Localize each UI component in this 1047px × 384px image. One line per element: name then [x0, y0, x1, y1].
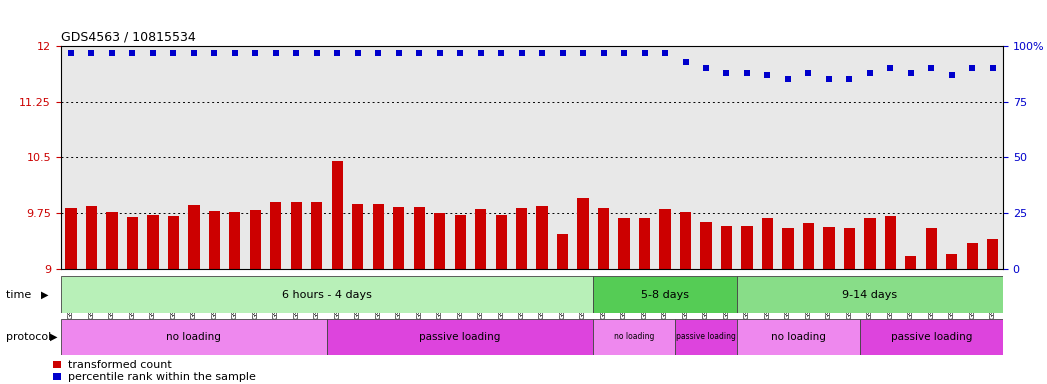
Text: GDS4563 / 10815534: GDS4563 / 10815534	[61, 30, 196, 43]
Bar	[61, 276, 594, 313]
Bar	[352, 204, 363, 269]
Bar	[270, 202, 282, 269]
Bar	[327, 319, 594, 355]
Bar	[782, 228, 794, 269]
Bar	[987, 239, 999, 269]
Bar	[127, 217, 138, 269]
Text: time: time	[6, 290, 35, 300]
Bar	[860, 319, 1003, 355]
Bar	[414, 207, 425, 269]
Bar	[86, 206, 97, 269]
Bar	[864, 218, 875, 269]
Text: protocol: protocol	[6, 332, 51, 342]
Bar	[516, 208, 528, 269]
Bar	[291, 202, 302, 269]
Bar	[594, 319, 675, 355]
Bar	[373, 204, 384, 269]
Bar	[594, 276, 737, 313]
Bar	[168, 216, 179, 269]
Bar	[208, 211, 220, 269]
Bar	[52, 361, 61, 368]
Bar	[475, 209, 486, 269]
Bar	[700, 222, 712, 269]
Bar	[536, 206, 548, 269]
Bar	[52, 373, 61, 380]
Bar	[639, 218, 650, 269]
Text: 6 hours - 4 days: 6 hours - 4 days	[282, 290, 372, 300]
Bar	[946, 254, 957, 269]
Bar	[188, 205, 200, 269]
Bar	[65, 208, 76, 269]
Text: percentile rank within the sample: percentile rank within the sample	[68, 372, 257, 382]
Text: ▶: ▶	[41, 290, 49, 300]
Text: 9-14 days: 9-14 days	[843, 290, 897, 300]
Text: passive loading: passive loading	[891, 332, 972, 342]
Bar	[435, 213, 445, 269]
Bar	[741, 227, 753, 269]
Bar	[803, 223, 815, 269]
Bar	[332, 161, 343, 269]
Bar	[148, 215, 158, 269]
Text: 5-8 days: 5-8 days	[641, 290, 689, 300]
Text: ▶: ▶	[49, 332, 58, 342]
Bar	[393, 207, 404, 269]
Text: no loading: no loading	[771, 332, 826, 342]
Bar	[454, 215, 466, 269]
Text: no loading: no loading	[615, 333, 654, 341]
Bar	[762, 218, 773, 269]
Bar	[737, 319, 860, 355]
Bar	[61, 319, 327, 355]
Bar	[619, 218, 629, 269]
Bar	[680, 212, 691, 269]
Bar	[885, 216, 896, 269]
Text: transformed count: transformed count	[68, 360, 172, 370]
Bar	[823, 227, 834, 269]
Bar	[557, 234, 569, 269]
Bar	[598, 208, 609, 269]
Bar	[578, 198, 588, 269]
Text: passive loading: passive loading	[420, 332, 500, 342]
Bar	[906, 256, 916, 269]
Bar	[107, 212, 117, 269]
Bar	[737, 276, 1003, 313]
Text: no loading: no loading	[166, 332, 221, 342]
Bar	[229, 212, 241, 269]
Bar	[311, 202, 322, 269]
Bar	[495, 215, 507, 269]
Text: passive loading: passive loading	[676, 333, 736, 341]
Bar	[675, 319, 737, 355]
Bar	[966, 243, 978, 269]
Bar	[844, 228, 855, 269]
Bar	[249, 210, 261, 269]
Bar	[720, 227, 732, 269]
Bar	[660, 209, 671, 269]
Bar	[926, 228, 937, 269]
